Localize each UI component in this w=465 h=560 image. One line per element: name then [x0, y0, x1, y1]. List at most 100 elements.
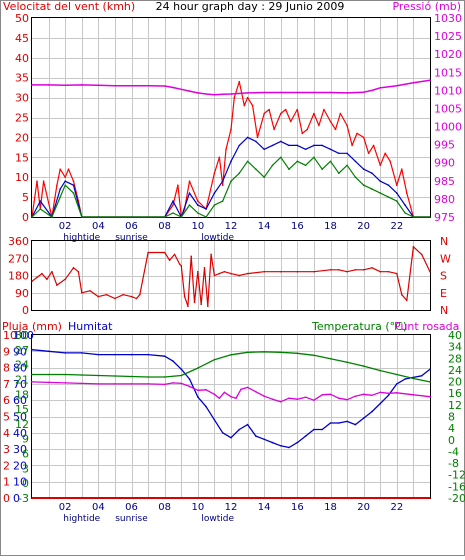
- direction-point: [396, 272, 398, 275]
- gust-point: [230, 180, 232, 182]
- gust-point: [387, 196, 390, 198]
- wind_avg-point: [205, 208, 207, 210]
- humidity-point: [263, 438, 266, 441]
- temperature-point: [412, 377, 415, 380]
- pressure-point: [329, 91, 332, 94]
- dewpoint-point: [235, 397, 237, 400]
- pressure-point: [205, 93, 207, 95]
- tide-label: lowtide: [201, 233, 234, 243]
- direction-point: [296, 270, 299, 273]
- direction-point: [200, 303, 202, 306]
- temperature-point: [263, 351, 266, 353]
- wind_speed-point: [251, 104, 254, 107]
- wind_avg-point: [271, 144, 274, 147]
- wind_speed-point: [280, 112, 282, 115]
- gust-point: [338, 172, 340, 174]
- wind_avg-point: [172, 200, 174, 202]
- pressure-point: [31, 84, 33, 86]
- wind_speed-point: [64, 176, 66, 178]
- hour-tick-label: 08: [158, 502, 171, 513]
- gust-point: [429, 216, 431, 218]
- wind_speed-point: [362, 136, 365, 139]
- dewpoint-point: [313, 399, 315, 402]
- hour-tick-label: 18: [324, 221, 337, 232]
- wind_speed-point: [306, 128, 309, 131]
- humidity-point: [420, 375, 423, 377]
- pressure-point: [313, 91, 315, 94]
- gust-point: [255, 168, 257, 170]
- hour-tick-label: 12: [225, 221, 238, 232]
- dewpoint-point: [223, 391, 226, 394]
- wind_avg-point: [221, 180, 224, 182]
- direction-point: [180, 265, 183, 267]
- humidity-point: [429, 368, 431, 371]
- pressure-tick-label: 1005: [434, 102, 462, 115]
- direction-point: [213, 274, 216, 277]
- rain-tick-label: 1: [3, 476, 10, 489]
- pressure-point: [362, 91, 365, 93]
- pressure-point: [81, 84, 83, 86]
- wind_avg-point: [379, 180, 382, 182]
- gust-point: [97, 216, 100, 218]
- dewpoint-point: [412, 394, 415, 396]
- hour-tick-label: 08: [158, 221, 171, 232]
- gust-point: [288, 168, 290, 170]
- wind_speed-point: [296, 108, 299, 111]
- dewpoint-point: [371, 394, 373, 397]
- rain-axis-title: Pluja (mm): [2, 320, 62, 333]
- temperature-right-tick-label: -12: [448, 469, 465, 482]
- temperature-point: [296, 352, 299, 355]
- humidity-point: [296, 441, 299, 444]
- gust-point: [263, 176, 266, 178]
- gust-point: [213, 204, 216, 206]
- direction-point: [329, 269, 332, 271]
- hour-tick-label: 20: [357, 221, 370, 232]
- temperature-right-tick-label: 28: [448, 352, 462, 365]
- wind_speed-point: [268, 108, 270, 111]
- tide-label: lowtide: [201, 514, 234, 524]
- direction-point: [168, 259, 171, 262]
- temperature-point: [346, 361, 348, 364]
- humidity-point: [379, 402, 382, 405]
- wind-speed-tick-label: 25: [15, 112, 29, 125]
- wind_avg-point: [354, 160, 357, 163]
- pressure-tick-label: 1010: [434, 84, 462, 97]
- wind_speed-point: [67, 168, 70, 170]
- temperature-right-tick-label: -4: [448, 445, 459, 458]
- gust-point: [221, 200, 224, 202]
- compass-label: S: [440, 270, 447, 283]
- humidity-point: [180, 368, 183, 371]
- wind_speed-point: [233, 96, 236, 99]
- dewpoint-point: [346, 398, 348, 401]
- direction-point: [178, 263, 181, 265]
- temperature-right-tick-label: -20: [448, 492, 465, 505]
- humidity-tick-label: 40: [13, 427, 27, 440]
- wind_speed-point: [334, 128, 337, 131]
- wind-speed-tick-label: 50: [15, 12, 29, 25]
- hour-tick-label: 10: [191, 221, 204, 232]
- hour-tick-label: 16: [291, 502, 304, 513]
- direction-tick-label: 0: [22, 304, 29, 317]
- direction-tick-label: 270: [8, 252, 29, 265]
- direction-point: [362, 269, 365, 271]
- dewpoint-point: [47, 381, 50, 384]
- dewpoint-point: [172, 382, 174, 384]
- humidity-point: [404, 378, 406, 380]
- tide-label: hightide: [63, 233, 100, 243]
- direction-point: [346, 270, 348, 273]
- wind-speed-tick-label: 0: [22, 211, 29, 224]
- direction-point: [187, 305, 189, 308]
- direction-point: [31, 280, 33, 283]
- hour-tick-label: 10: [191, 502, 204, 513]
- gust-point: [371, 188, 373, 190]
- hour-tick-label: 14: [258, 502, 271, 513]
- temperature-point: [246, 351, 249, 354]
- temperature-point: [280, 351, 282, 354]
- temperature-tick-label: 15: [15, 403, 29, 416]
- temperature-point: [47, 373, 50, 376]
- wind_avg-point: [362, 168, 365, 170]
- direction-point: [401, 293, 403, 296]
- wind_speed-point: [42, 180, 45, 182]
- pressure-point: [197, 92, 199, 94]
- direction-point: [210, 253, 212, 256]
